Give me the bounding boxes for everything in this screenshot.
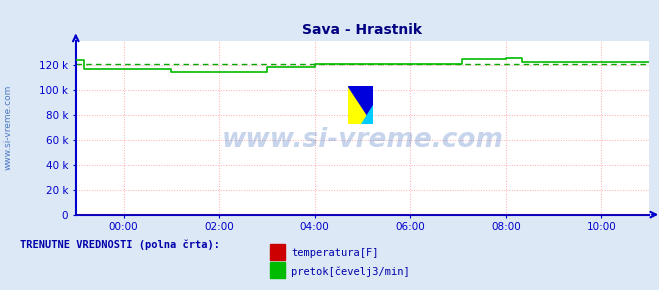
- Text: temperatura[F]: temperatura[F]: [291, 248, 379, 258]
- Polygon shape: [360, 105, 373, 124]
- Polygon shape: [348, 86, 373, 124]
- Text: www.si-vreme.com: www.si-vreme.com: [4, 85, 13, 170]
- Text: www.si-vreme.com: www.si-vreme.com: [221, 127, 503, 153]
- Title: Sava - Hrastnik: Sava - Hrastnik: [302, 23, 422, 37]
- Text: pretok[čevelj3/min]: pretok[čevelj3/min]: [291, 267, 410, 277]
- Text: TRENUTNE VREDNOSTI (polna črta):: TRENUTNE VREDNOSTI (polna črta):: [20, 240, 219, 250]
- Polygon shape: [348, 86, 373, 124]
